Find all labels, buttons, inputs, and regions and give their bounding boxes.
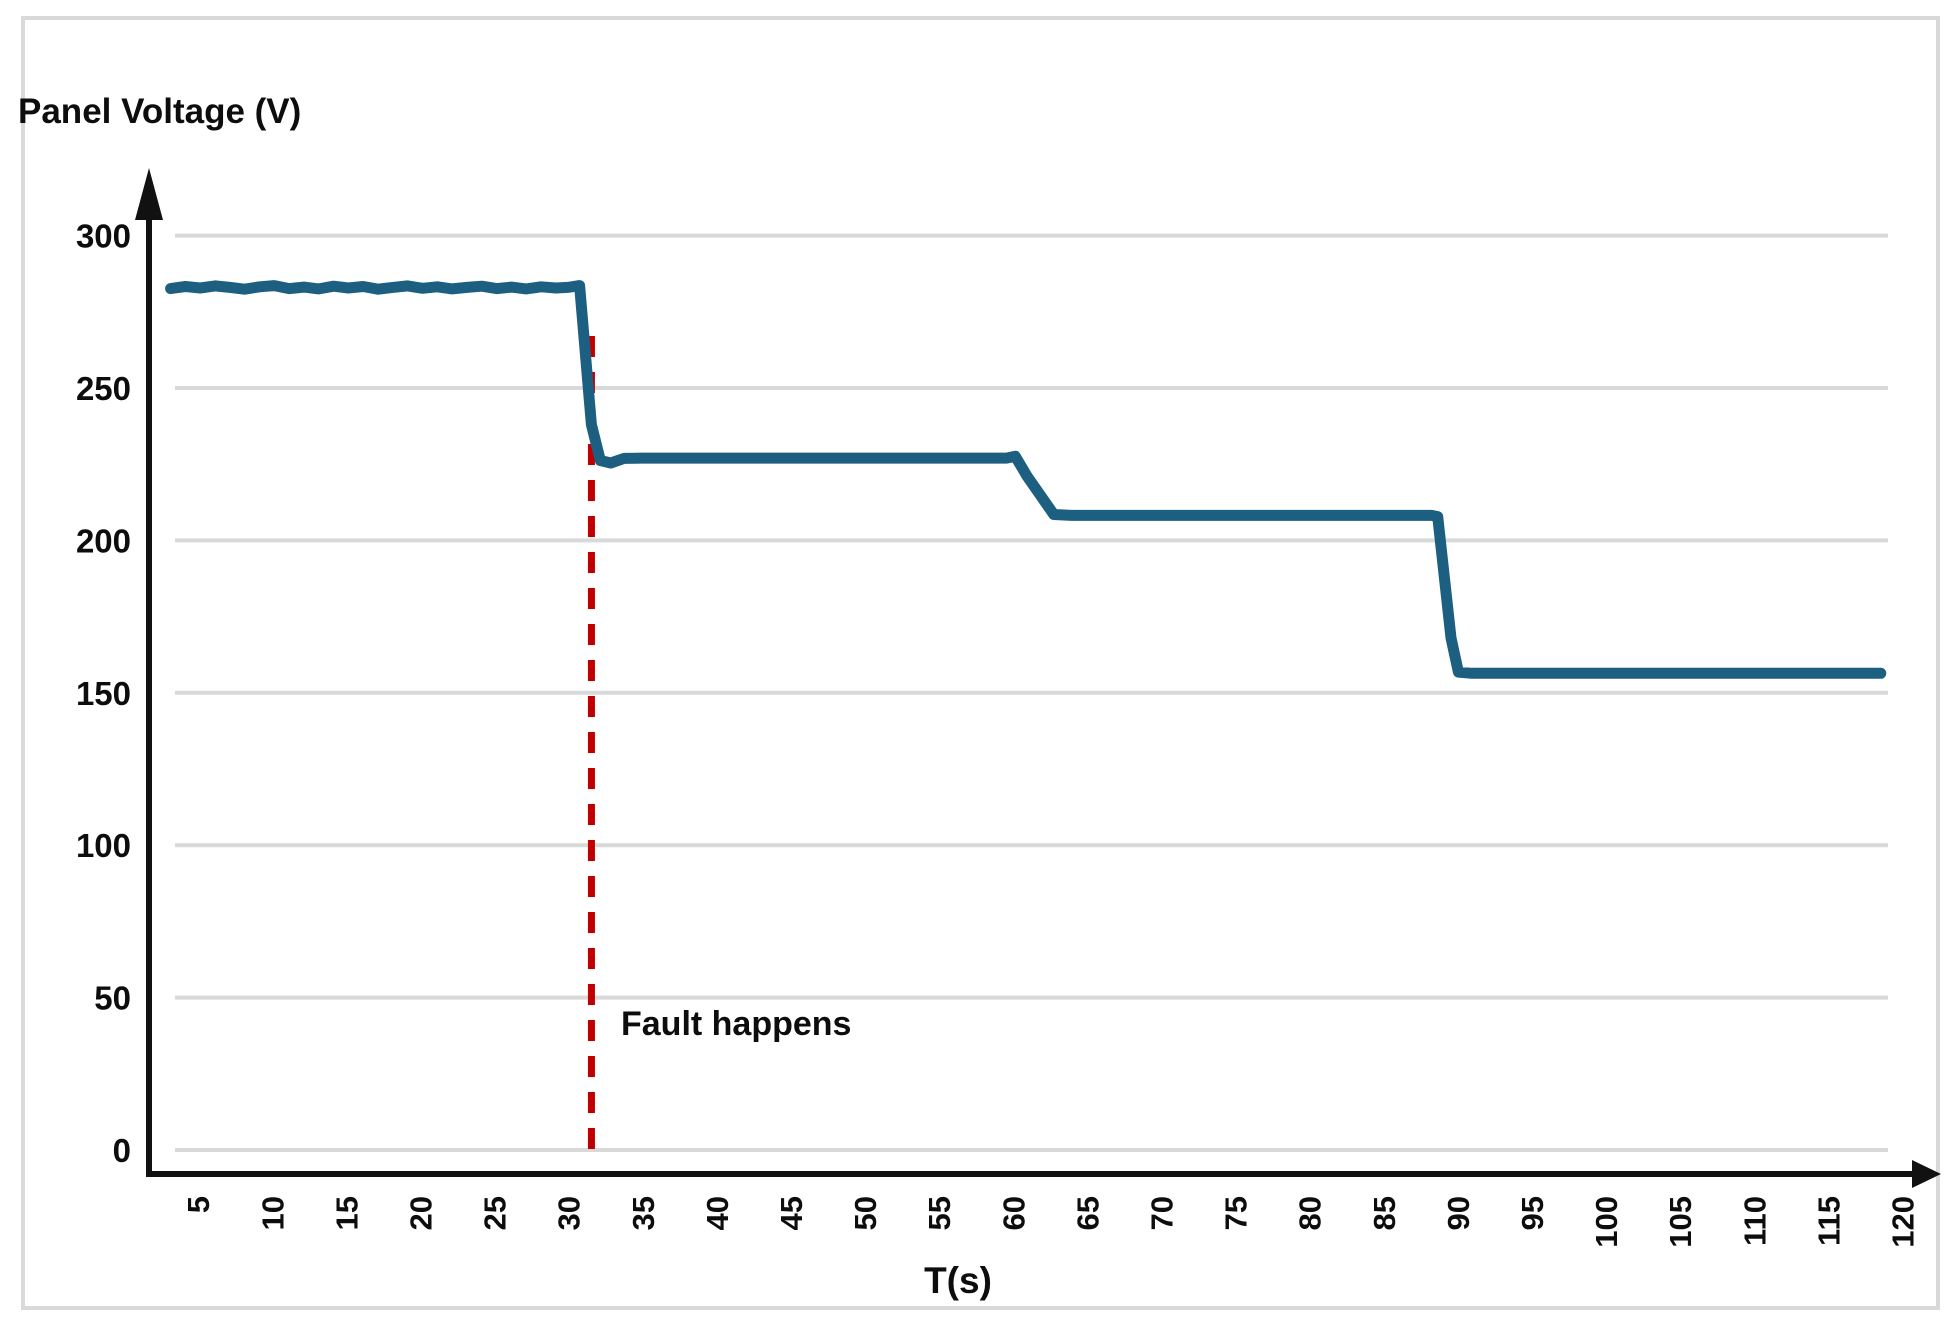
x-tick-label-75: 75 bbox=[1219, 1196, 1254, 1230]
x-tick-label-60: 60 bbox=[996, 1196, 1031, 1230]
x-tick-label-40: 40 bbox=[700, 1196, 735, 1230]
x-tick-label-10: 10 bbox=[255, 1196, 290, 1230]
x-tick-label-105: 105 bbox=[1663, 1196, 1698, 1248]
x-tick-label-95: 95 bbox=[1515, 1196, 1550, 1230]
x-tick-label-5: 5 bbox=[181, 1196, 216, 1213]
voltage-line bbox=[165, 280, 1887, 679]
x-tick-label-80: 80 bbox=[1293, 1196, 1328, 1230]
x-tick-label-50: 50 bbox=[848, 1196, 883, 1230]
x-tick-label-100: 100 bbox=[1589, 1196, 1624, 1248]
x-tick-label-25: 25 bbox=[478, 1196, 513, 1230]
y-axis-arrowhead-icon bbox=[135, 168, 163, 220]
y-tick-label-50: 50 bbox=[94, 980, 131, 1017]
y-tick-label-200: 200 bbox=[76, 522, 131, 559]
x-tick-label-30: 30 bbox=[552, 1196, 587, 1230]
x-tick-label-90: 90 bbox=[1441, 1196, 1476, 1230]
fault-annotation: Fault happens bbox=[621, 1005, 852, 1043]
x-tick-label-55: 55 bbox=[922, 1196, 957, 1230]
x-tick-label-20: 20 bbox=[404, 1196, 439, 1230]
x-tick-label-120: 120 bbox=[1886, 1196, 1921, 1248]
x-tick-label-110: 110 bbox=[1737, 1196, 1772, 1246]
x-axis-arrowhead-icon bbox=[1912, 1160, 1941, 1188]
y-tick-label-100: 100 bbox=[76, 827, 131, 864]
x-tick-label-15: 15 bbox=[329, 1196, 364, 1230]
x-tick-label-115: 115 bbox=[1811, 1196, 1846, 1246]
x-tick-label-65: 65 bbox=[1070, 1196, 1105, 1230]
y-axis-title: Panel Voltage (V) bbox=[18, 92, 302, 131]
x-tick-label-85: 85 bbox=[1367, 1196, 1402, 1230]
y-tick-label-150: 150 bbox=[76, 675, 131, 712]
x-tick-label-35: 35 bbox=[626, 1196, 661, 1230]
x-axis-title: T(s) bbox=[924, 1260, 992, 1301]
y-tick-label-300: 300 bbox=[76, 218, 131, 255]
x-tick-label-70: 70 bbox=[1145, 1196, 1180, 1230]
x-tick-label-45: 45 bbox=[774, 1196, 809, 1230]
y-tick-label-250: 250 bbox=[76, 370, 131, 407]
y-tick-label-0: 0 bbox=[113, 1132, 131, 1169]
